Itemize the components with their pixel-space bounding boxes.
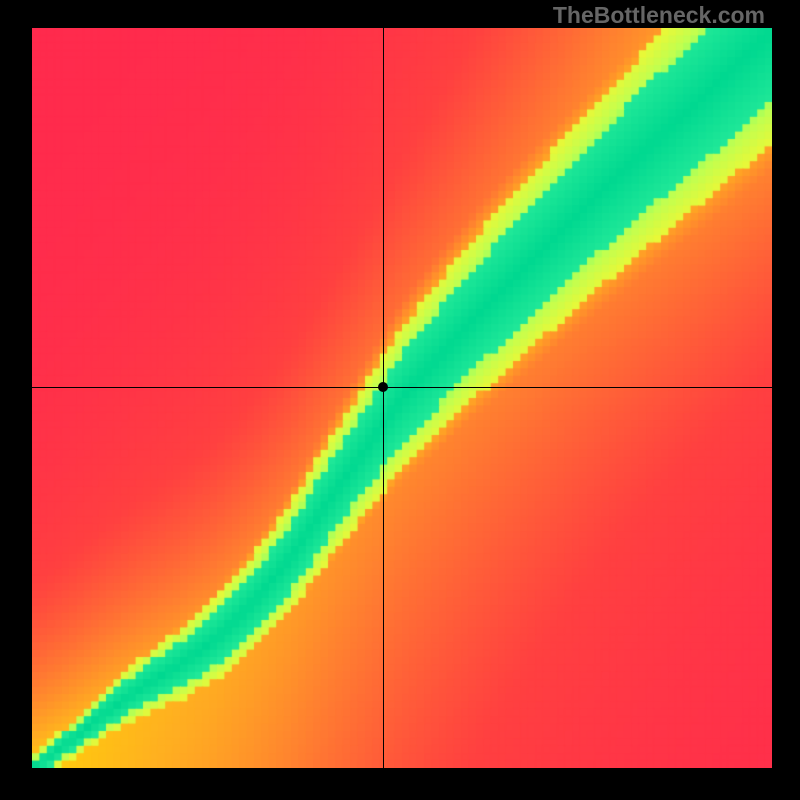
crosshair-horizontal xyxy=(32,387,772,388)
heatmap-canvas xyxy=(32,28,772,768)
watermark-text: TheBottleneck.com xyxy=(553,2,765,29)
crosshair-vertical xyxy=(383,28,384,768)
chart-container: TheBottleneck.com xyxy=(0,0,800,800)
selection-marker xyxy=(378,382,388,392)
bottleneck-heatmap xyxy=(32,28,772,768)
